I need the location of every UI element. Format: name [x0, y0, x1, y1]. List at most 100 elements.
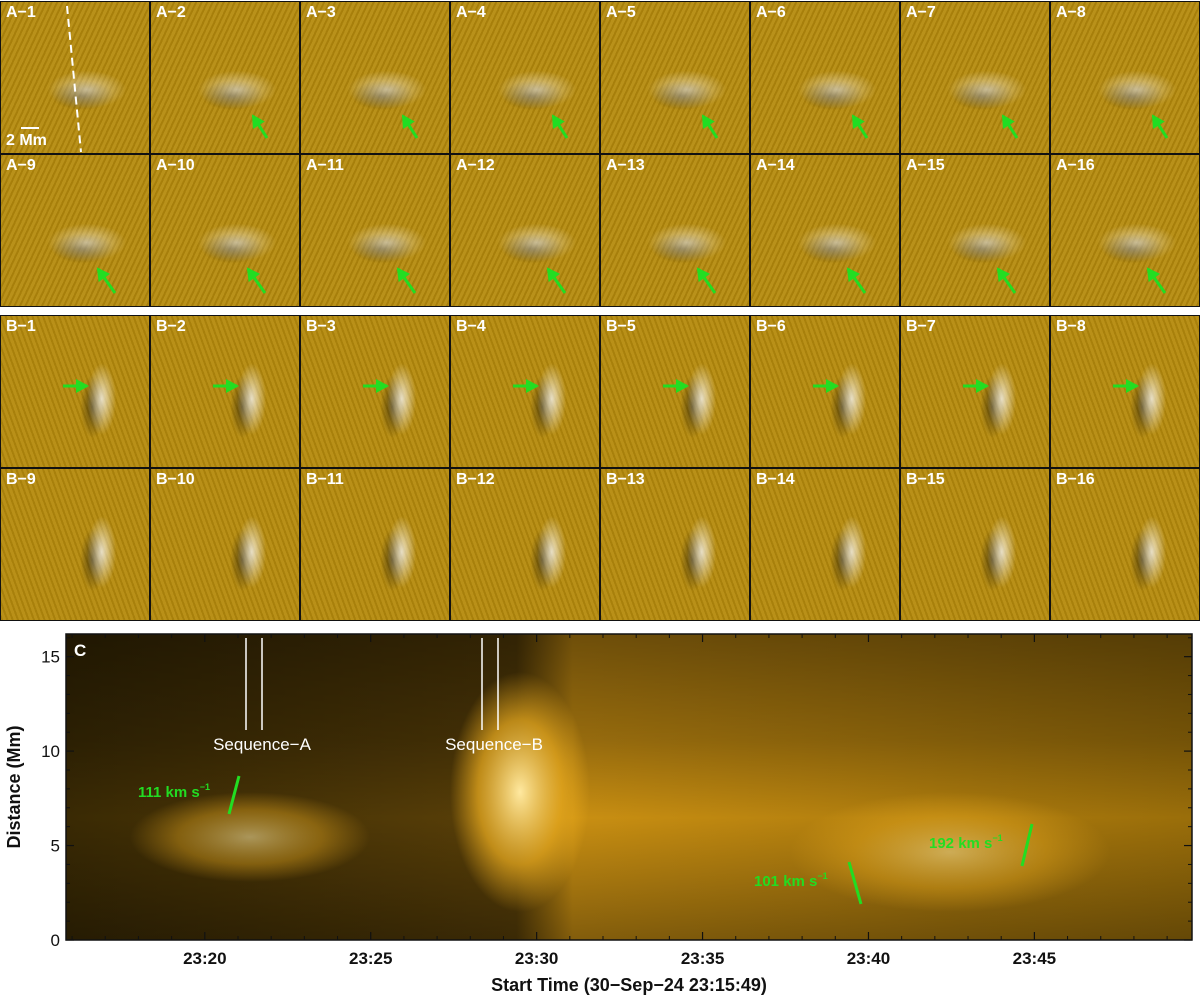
- image-panel: A−4: [450, 1, 600, 154]
- green-arrow: [996, 267, 1017, 294]
- sequence-b-grid: B−1 B−2 B−3 B−4 B−5 B−6 B−7 B−8 B−9 B−10 B−11 B−12 B…: [0, 315, 1200, 621]
- x-tick-label: 23:20: [183, 949, 226, 968]
- image-panel: B−12: [450, 468, 600, 621]
- green-arrow: [813, 379, 839, 393]
- green-arrow: [696, 267, 717, 294]
- image-panel: B−14: [750, 468, 900, 621]
- y-tick-label: 5: [51, 837, 60, 856]
- image-panel: B−4: [450, 315, 600, 468]
- panel-label: A−2: [156, 4, 186, 21]
- image-panel: B−7: [900, 315, 1050, 468]
- image-panel: A−12: [450, 154, 600, 307]
- panel-label: A−8: [1056, 4, 1086, 21]
- speed-fit-line: [1020, 823, 1034, 867]
- green-arrow: [396, 267, 417, 294]
- panel-label: B−15: [906, 471, 945, 488]
- panel-label: A−3: [306, 4, 336, 21]
- panel-label: B−7: [906, 318, 936, 335]
- image-panel: A−9: [0, 154, 150, 307]
- sequence-label: Sequence−A: [213, 735, 311, 754]
- green-arrow: [663, 379, 689, 393]
- x-tick-label: 23:30: [515, 949, 558, 968]
- x-axis-label: Start Time (30−Sep−24 23:15:49): [491, 975, 767, 995]
- image-panel: B−2: [150, 315, 300, 468]
- panel-label: B−2: [156, 318, 186, 335]
- green-arrow: [1146, 267, 1167, 294]
- image-panel: B−3: [300, 315, 450, 468]
- panel-label: A−1: [6, 4, 36, 21]
- panel-label: A−11: [306, 157, 344, 174]
- green-arrow: [63, 379, 89, 393]
- panel-label: A−10: [156, 157, 195, 174]
- green-arrow: [213, 379, 239, 393]
- panel-label: B−12: [456, 471, 495, 488]
- image-panel: A−11: [300, 154, 450, 307]
- green-arrow: [96, 267, 117, 294]
- image-panel: B−5: [600, 315, 750, 468]
- panel-label: B−6: [756, 318, 786, 335]
- image-panel: B−11: [300, 468, 450, 621]
- panel-label: B−10: [156, 471, 195, 488]
- panel-label: B−3: [306, 318, 336, 335]
- image-panel: B−13: [600, 468, 750, 621]
- panel-label: B−16: [1056, 471, 1095, 488]
- green-arrow: [963, 379, 989, 393]
- green-arrow: [246, 267, 267, 294]
- sequence-a-brightening: [130, 792, 370, 882]
- image-panel: B−9: [0, 468, 150, 621]
- sequence-a-grid: A−1 2 Mm A−2 A−3 A−4 A−5 A−6 A−7 A−8 A−9 A−10 A−11 A…: [0, 1, 1200, 307]
- green-arrow: [1113, 379, 1139, 393]
- y-tick-label: 15: [41, 648, 60, 667]
- panel-label: A−16: [1056, 157, 1095, 174]
- tick-marks: [66, 634, 1192, 941]
- panel-label: B−1: [6, 318, 36, 335]
- x-tick-label: 23:25: [349, 949, 392, 968]
- panel-label: B−11: [306, 471, 344, 488]
- image-panel: A−7: [900, 1, 1050, 154]
- green-arrow: [401, 114, 419, 139]
- image-panel: B−1: [0, 315, 150, 468]
- panel-label: B−13: [606, 471, 645, 488]
- x-tick-label: 23:40: [847, 949, 890, 968]
- green-arrow: [513, 379, 539, 393]
- image-panel: B−8: [1050, 315, 1200, 468]
- green-arrow: [846, 267, 867, 294]
- panel-label: A−4: [456, 4, 486, 21]
- flare-brightening: [450, 672, 590, 912]
- time-distance-plot: C Sequence−A Sequence−B 111 km s−1 101 km s−…: [4, 633, 1193, 995]
- panel-label: B−4: [456, 318, 486, 335]
- image-panel: A−16: [1050, 154, 1200, 307]
- panel-label: A−5: [606, 4, 636, 21]
- y-axis-label: Distance (Mm): [4, 725, 24, 848]
- panel-label: A−14: [756, 157, 795, 174]
- green-arrow: [546, 267, 567, 294]
- image-panel: A−13: [600, 154, 750, 307]
- image-panel: B−6: [750, 315, 900, 468]
- speed-label: 101 km s−1: [754, 871, 828, 890]
- image-panel: A−10: [150, 154, 300, 307]
- y-tick-label: 0: [51, 931, 60, 950]
- image-panel: A−8: [1050, 1, 1200, 154]
- image-panel: A−14: [750, 154, 900, 307]
- panel-label: A−13: [606, 157, 645, 174]
- panel-label: A−9: [6, 157, 36, 174]
- image-panel: A−2: [150, 1, 300, 154]
- image-panel: A−3: [300, 1, 450, 154]
- image-panel: A−15: [900, 154, 1050, 307]
- late-brightening: [790, 792, 1110, 912]
- green-arrow: [701, 114, 719, 139]
- panel-label: B−8: [1056, 318, 1086, 335]
- image-panel: A−1 2 Mm: [0, 1, 150, 154]
- green-arrow: [1001, 114, 1019, 139]
- green-arrow: [551, 114, 569, 139]
- image-panel: A−6: [750, 1, 900, 154]
- speed-fit-line: [227, 775, 241, 815]
- speed-label: 111 km s−1: [138, 782, 210, 801]
- slit-line: [66, 5, 82, 153]
- green-arrow: [1151, 114, 1169, 139]
- speed-fit-line: [847, 861, 863, 905]
- panel-label: A−6: [756, 4, 786, 21]
- panel-c-label: C: [74, 641, 86, 660]
- green-arrow: [251, 114, 269, 139]
- panel-label: A−7: [906, 4, 936, 21]
